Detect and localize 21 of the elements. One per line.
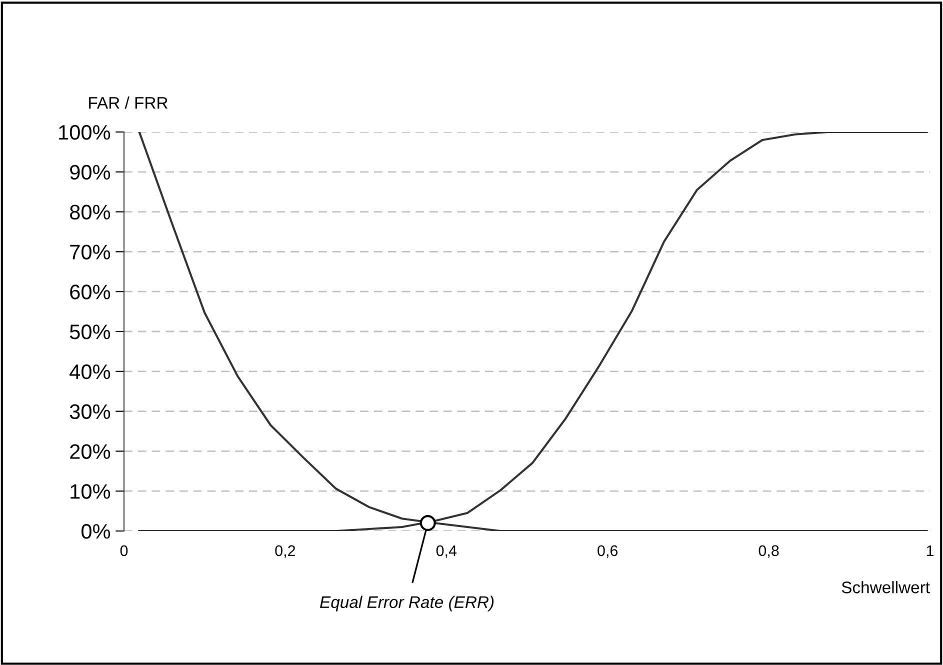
y-tick-label: 20% [70, 444, 110, 459]
x-axis-title: Schwellwert [842, 581, 930, 594]
y-tick-label: 10% [70, 484, 110, 499]
x-tick-label: 0,6 [598, 545, 618, 558]
x-tick-label: 0,4 [436, 545, 457, 558]
y-tick-label: 60% [70, 284, 110, 300]
y-tick-label: 0% [82, 524, 110, 539]
line-series [138, 132, 928, 531]
x-tick-label: 1 [926, 545, 934, 556]
x-tick-label: 0,8 [758, 545, 779, 558]
y-tick-label: 40% [70, 364, 110, 380]
annotation: Equal Error Rate (ERR) [320, 596, 494, 612]
y-tick-label: 80% [70, 204, 110, 220]
y-tick-label: 30% [70, 404, 110, 420]
y-tick-label: 70% [70, 244, 110, 260]
y-tick-label: 100% [59, 125, 110, 140]
x-tick-label: 0,2 [275, 545, 296, 558]
y-tick-label: 50% [70, 324, 110, 340]
x-tick-label: 0 [120, 545, 128, 556]
y-axis-title: FAR / FRR [89, 96, 168, 109]
y-tick-label: 90% [70, 164, 110, 180]
